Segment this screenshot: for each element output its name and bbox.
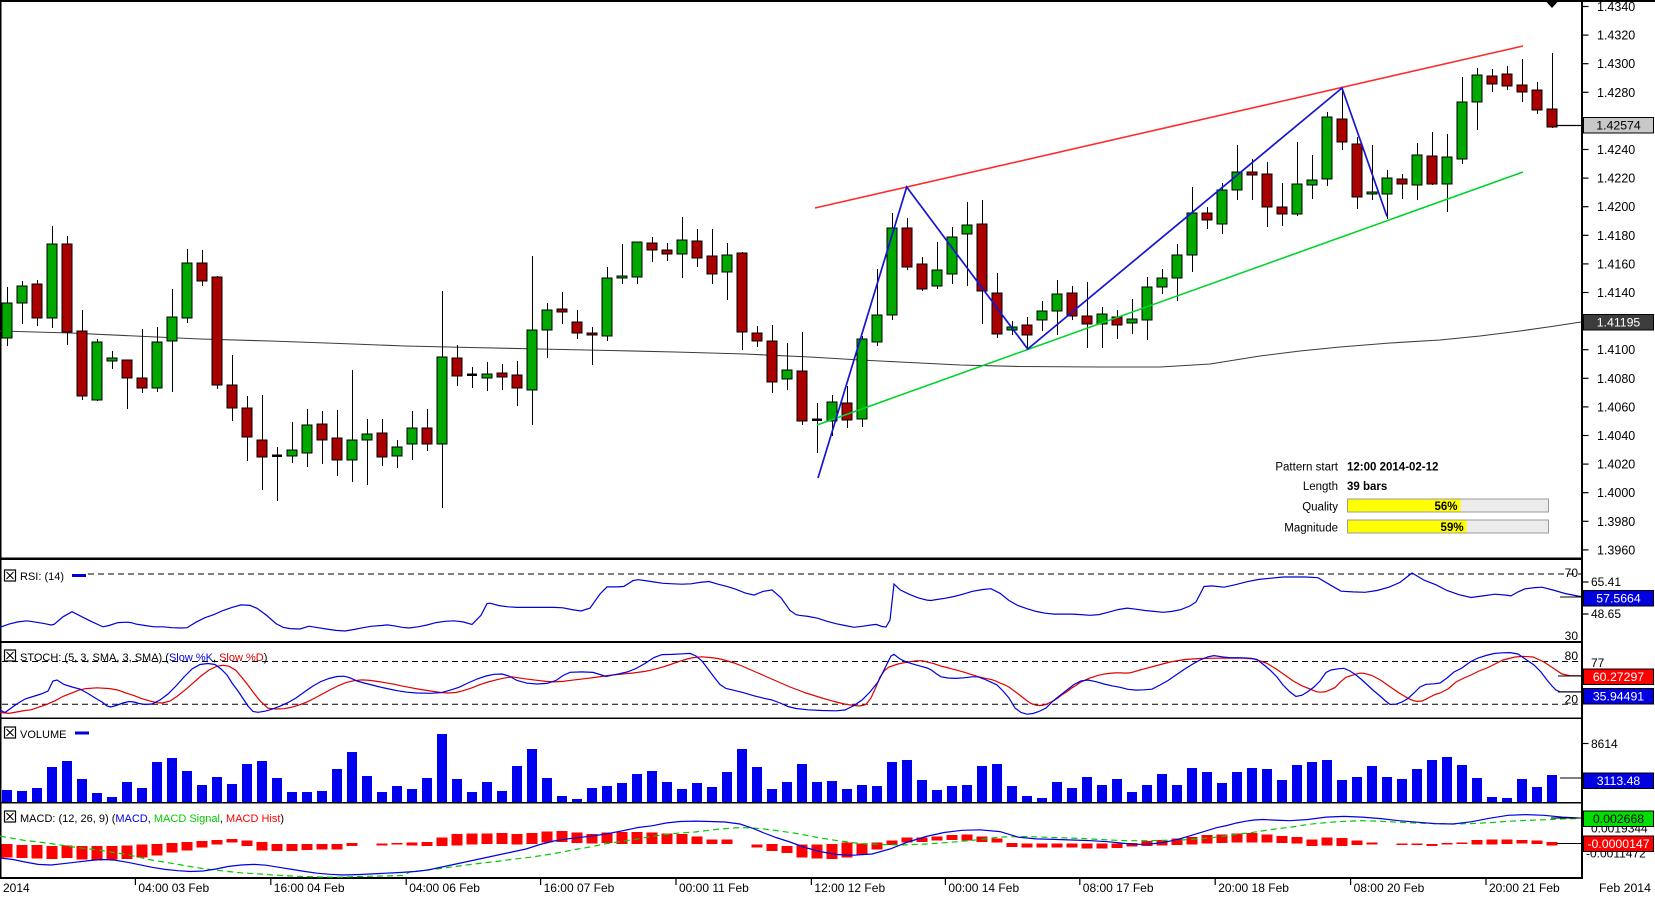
svg-text:00:00 14 Feb: 00:00 14 Feb [948, 881, 1019, 895]
svg-text:1.4060: 1.4060 [1597, 400, 1635, 414]
svg-text:39 bars: 39 bars [1347, 481, 1387, 493]
svg-text:08:00 20 Feb: 08:00 20 Feb [1354, 881, 1425, 895]
svg-text:1.4140: 1.4140 [1597, 286, 1635, 300]
svg-text:Quality: Quality [1302, 502, 1338, 514]
svg-text:59%: 59% [1441, 522, 1464, 534]
svg-text:Magnitude: Magnitude [1284, 523, 1338, 535]
svg-text:Length: Length [1303, 481, 1338, 493]
svg-text:04:00 06 Feb: 04:00 06 Feb [409, 881, 480, 895]
svg-text:1.42574: 1.42574 [1596, 119, 1641, 133]
svg-text:1.4200: 1.4200 [1597, 200, 1635, 214]
svg-text:VOLUME: VOLUME [20, 729, 66, 741]
svg-text:1.3960: 1.3960 [1597, 543, 1635, 557]
svg-text:1.4160: 1.4160 [1597, 257, 1635, 271]
svg-text:56%: 56% [1435, 501, 1458, 513]
svg-text:60.27297: 60.27297 [1593, 670, 1644, 684]
svg-text:0.002668: 0.002668 [1593, 812, 1644, 826]
svg-text:20:00 21 Feb: 20:00 21 Feb [1489, 881, 1560, 895]
svg-text:04:00 03 Feb: 04:00 03 Feb [138, 881, 209, 895]
svg-text:08:00 17 Feb: 08:00 17 Feb [1083, 881, 1154, 895]
svg-text:1.4040: 1.4040 [1597, 429, 1635, 443]
svg-text:12:00 2014-02-12: 12:00 2014-02-12 [1347, 462, 1438, 474]
svg-text:1.4340: 1.4340 [1597, 0, 1635, 14]
svg-text:35.94491: 35.94491 [1593, 690, 1644, 704]
svg-text:-0.0000147: -0.0000147 [1587, 837, 1649, 851]
svg-text:RSI: (14): RSI: (14) [20, 571, 64, 583]
svg-text:Feb 2014: Feb 2014 [1599, 881, 1651, 895]
svg-text:1.4100: 1.4100 [1597, 343, 1635, 357]
svg-text:57.5664: 57.5664 [1596, 592, 1641, 606]
svg-text:MACD: (12, 26, 9) (MACD, MACD: MACD: (12, 26, 9) (MACD, MACD Signal, MA… [20, 813, 284, 825]
svg-text:20:00 18 Feb: 20:00 18 Feb [1218, 881, 1289, 895]
svg-text:1.4220: 1.4220 [1597, 172, 1635, 186]
svg-text:20: 20 [1565, 693, 1579, 707]
svg-text:1.4300: 1.4300 [1597, 57, 1635, 71]
svg-text:Pattern start: Pattern start [1275, 462, 1338, 474]
svg-text:1.41195: 1.41195 [1597, 316, 1641, 330]
svg-text:1.4320: 1.4320 [1597, 29, 1635, 43]
svg-text:STOCH: (5, 3, SMA, 3, SMA) (Sl: STOCH: (5, 3, SMA, 3, SMA) (Slow %K, Slo… [20, 652, 267, 664]
svg-text:00:00 11 Feb: 00:00 11 Feb [679, 881, 749, 895]
svg-text:1.4000: 1.4000 [1597, 486, 1635, 500]
svg-text:1.4180: 1.4180 [1597, 229, 1635, 243]
svg-text:30: 30 [1565, 629, 1579, 643]
svg-text:1.3980: 1.3980 [1597, 515, 1635, 529]
svg-text:8614: 8614 [1591, 737, 1618, 751]
svg-text:80: 80 [1565, 649, 1579, 663]
svg-text:65.41: 65.41 [1591, 575, 1621, 589]
svg-text:12:00 12 Feb: 12:00 12 Feb [814, 881, 885, 895]
svg-text:1.4080: 1.4080 [1597, 372, 1635, 386]
svg-text:16:00 07 Feb: 16:00 07 Feb [544, 881, 615, 895]
svg-text:77: 77 [1591, 656, 1605, 670]
svg-text:1.4020: 1.4020 [1597, 458, 1635, 472]
svg-text:1.4240: 1.4240 [1597, 143, 1635, 157]
svg-text:3113.48: 3113.48 [1597, 774, 1641, 788]
svg-text:16:00 04 Feb: 16:00 04 Feb [274, 881, 345, 895]
svg-text:70: 70 [1565, 566, 1579, 580]
svg-text:2014: 2014 [3, 881, 30, 895]
svg-text:1.4280: 1.4280 [1597, 86, 1635, 100]
svg-text:48.65: 48.65 [1591, 607, 1621, 621]
